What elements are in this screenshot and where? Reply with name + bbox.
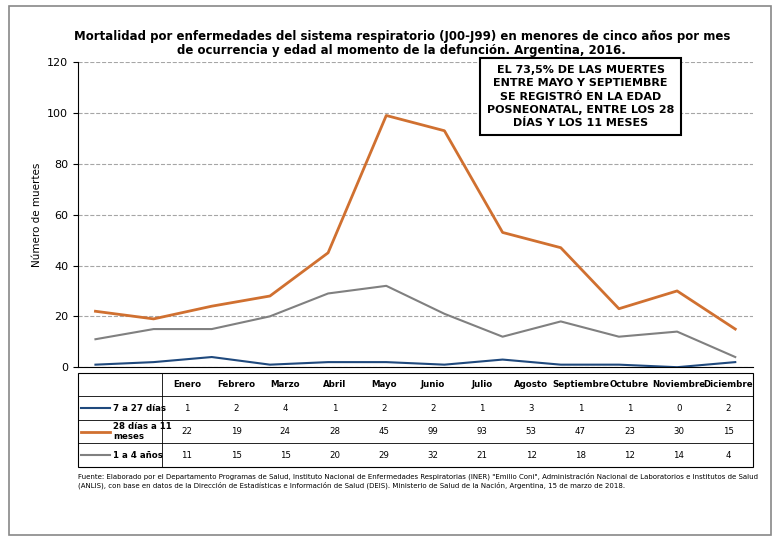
Text: 14: 14 (673, 451, 684, 460)
Text: 1: 1 (578, 403, 583, 413)
Text: 18: 18 (575, 451, 586, 460)
Text: 20: 20 (329, 451, 340, 460)
Text: de ocurrencia y edad al momento de la defunción. Argentina, 2016.: de ocurrencia y edad al momento de la de… (177, 44, 626, 57)
Text: EL 73,5% DE LAS MUERTES
ENTRE MAYO Y SEPTIEMBRE
SE REGISTRÓ EN LA EDAD
POSNEONAT: EL 73,5% DE LAS MUERTES ENTRE MAYO Y SEP… (487, 65, 675, 128)
Text: 7 a 27 días: 7 a 27 días (113, 403, 166, 413)
Text: 22: 22 (182, 427, 193, 436)
Text: Mayo: Mayo (371, 380, 396, 389)
Text: 53: 53 (526, 427, 537, 436)
Text: 28: 28 (329, 427, 340, 436)
Text: Agosto: Agosto (514, 380, 548, 389)
Text: 1: 1 (480, 403, 485, 413)
Text: 2: 2 (381, 403, 386, 413)
Text: 1: 1 (627, 403, 633, 413)
Text: 1 a 4 años: 1 a 4 años (113, 451, 163, 460)
Text: 0: 0 (676, 403, 682, 413)
Text: 28 días a 11
meses: 28 días a 11 meses (113, 422, 172, 441)
Text: 2: 2 (725, 403, 731, 413)
Text: 15: 15 (231, 451, 242, 460)
Text: Enero: Enero (173, 380, 201, 389)
Text: 93: 93 (477, 427, 488, 436)
Text: 23: 23 (624, 427, 635, 436)
Text: 29: 29 (378, 451, 389, 460)
Text: 21: 21 (477, 451, 488, 460)
Text: 15: 15 (722, 427, 734, 436)
Text: 1: 1 (184, 403, 190, 413)
Text: Febrero: Febrero (217, 380, 255, 389)
Text: 2: 2 (233, 403, 239, 413)
Text: Fuente: Elaborado por el Departamento Programas de Salud, Instituto Nacional de : Fuente: Elaborado por el Departamento Pr… (78, 472, 758, 489)
Text: 45: 45 (378, 427, 389, 436)
Text: Junio: Junio (420, 380, 445, 389)
Text: Octubre: Octubre (610, 380, 649, 389)
Text: 3: 3 (529, 403, 534, 413)
Text: 2: 2 (431, 403, 436, 413)
Text: Septiembre: Septiembre (552, 380, 609, 389)
Text: 12: 12 (624, 451, 635, 460)
Text: 24: 24 (280, 427, 291, 436)
Text: 47: 47 (575, 427, 586, 436)
Y-axis label: Número de muertes: Número de muertes (32, 163, 41, 267)
Text: 15: 15 (280, 451, 291, 460)
Text: 99: 99 (427, 427, 438, 436)
Text: 12: 12 (526, 451, 537, 460)
Text: 4: 4 (725, 451, 731, 460)
Text: Julio: Julio (471, 380, 493, 389)
Text: 4: 4 (282, 403, 288, 413)
Text: Diciembre: Diciembre (704, 380, 753, 389)
Text: 32: 32 (427, 451, 438, 460)
Text: 30: 30 (673, 427, 684, 436)
Text: 1: 1 (332, 403, 337, 413)
Text: Noviembre: Noviembre (652, 380, 705, 389)
Text: 11: 11 (182, 451, 193, 460)
Text: Abril: Abril (323, 380, 346, 389)
Text: Marzo: Marzo (271, 380, 300, 389)
Text: Mortalidad por enfermedades del sistema respiratorio (J00-J99) en menores de cin: Mortalidad por enfermedades del sistema … (73, 30, 730, 43)
Text: 19: 19 (231, 427, 242, 436)
